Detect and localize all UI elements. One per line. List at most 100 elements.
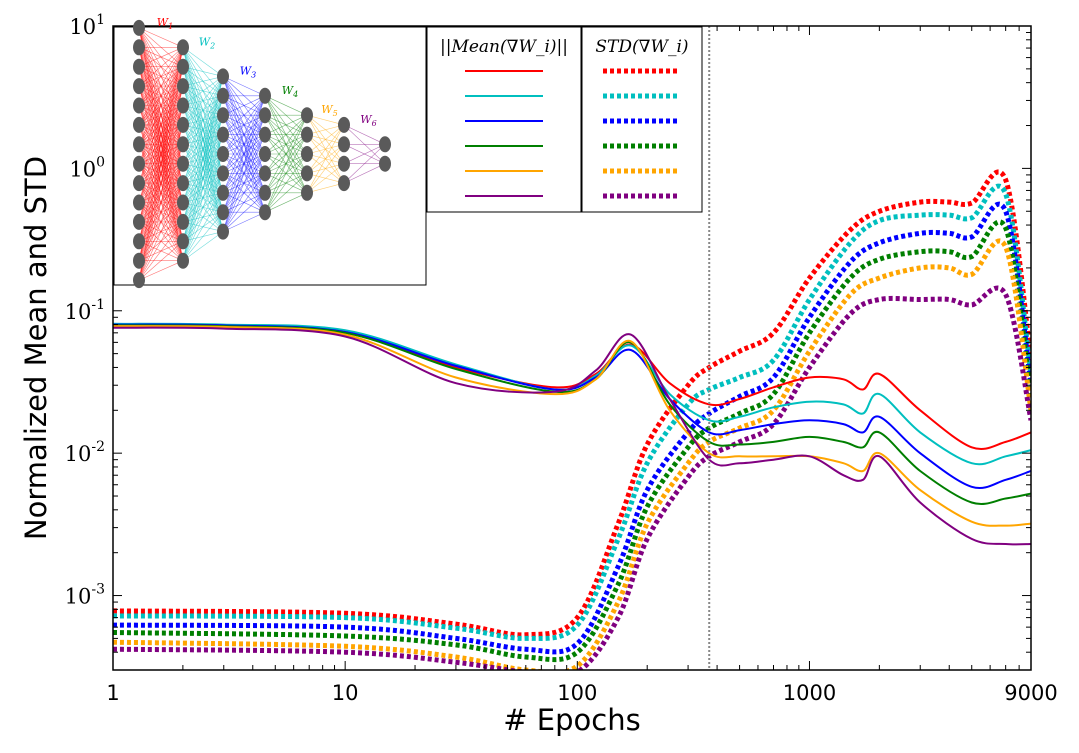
inset-edge	[138, 47, 184, 184]
inset-edge	[138, 105, 184, 281]
inset-edge	[182, 76, 224, 145]
inset-edge	[306, 163, 345, 194]
std-line-W2	[113, 183, 1031, 641]
std-line-W4	[113, 219, 1031, 663]
y-tick-label: 101	[69, 12, 105, 39]
inset-neuron	[301, 165, 313, 182]
inset-edge	[222, 95, 266, 193]
inset-edge	[222, 173, 266, 232]
inset-neuron	[133, 78, 145, 95]
inset-edge	[264, 115, 308, 193]
inset-neuron	[177, 58, 189, 75]
inset-neuron	[133, 175, 145, 192]
inset-neuron	[259, 87, 271, 104]
inset-neuron	[259, 204, 271, 221]
inset-edge	[138, 144, 184, 281]
inset-edge	[138, 221, 184, 281]
inset-neuron	[301, 126, 313, 143]
inset-edge	[306, 114, 345, 126]
inset-edge	[138, 202, 184, 281]
inset-edge	[222, 211, 266, 232]
mean-line-W5	[113, 325, 1031, 527]
inset-edge	[138, 47, 184, 106]
inset-edge	[343, 144, 386, 164]
inset-edge	[222, 95, 266, 135]
inset-edge	[138, 47, 184, 203]
inset-edge	[306, 124, 345, 155]
inset-edge	[306, 182, 345, 194]
inset-weight-label: W5	[321, 103, 337, 118]
legend: ||Mean(∇W_i)|| STD(∇W_i)	[426, 26, 703, 213]
inset-neuron	[301, 107, 313, 124]
inset-edge	[264, 115, 308, 213]
inset-edge	[138, 47, 184, 261]
inset-neuron	[133, 252, 145, 269]
inset-neuron	[301, 146, 313, 162]
inset-edge	[182, 76, 224, 87]
inset-neuron	[338, 136, 350, 153]
inset-edge	[182, 76, 224, 184]
inset-edge	[182, 76, 224, 106]
inset-edge	[264, 134, 308, 213]
inset-edge	[138, 47, 184, 67]
inset-neuron	[259, 107, 271, 124]
inset-neuron	[133, 272, 145, 289]
std-line-W1	[113, 169, 1031, 638]
inset-edge	[138, 47, 184, 126]
legend-mean-box	[426, 26, 582, 213]
mean-line-W4	[113, 324, 1031, 506]
inset-neuron	[217, 87, 229, 104]
inset-edge	[222, 95, 266, 155]
inset-neuron	[177, 155, 189, 172]
inset-neuron	[217, 146, 229, 162]
inset-neuron	[259, 184, 271, 201]
inset-edge	[138, 124, 184, 281]
inset-neuron	[217, 204, 229, 221]
inset-neuron	[301, 184, 313, 201]
mean-line-W6	[113, 326, 1031, 546]
inset-weight-label: W6	[360, 113, 376, 128]
inset-edge	[306, 124, 345, 174]
inset-neuron	[338, 116, 350, 133]
inset-edge	[182, 47, 224, 77]
network-inset: W1 W2 W3 W4 W5 W6	[113, 16, 427, 289]
inset-edge	[138, 241, 184, 281]
inset-edge	[182, 173, 224, 261]
legend-mean-header: ||Mean(∇W_i)||	[440, 37, 568, 57]
inset-neuron	[177, 116, 189, 133]
inset-edge	[182, 231, 224, 261]
inset-edge	[264, 115, 308, 174]
inset-edge	[138, 86, 184, 281]
inset-neuron	[133, 97, 145, 114]
inset-edge	[264, 153, 308, 213]
std-line-W3	[113, 201, 1031, 655]
inset-neuron	[133, 136, 145, 153]
inset-edge	[182, 76, 224, 261]
inset-neuron	[217, 223, 229, 240]
inset-edge	[343, 124, 386, 145]
y-tick-label: 10-2	[65, 439, 105, 466]
plot-area-frame	[112, 25, 1032, 671]
inset-edge	[264, 114, 308, 155]
inset-neuron	[259, 126, 271, 143]
inset-neuron	[177, 136, 189, 153]
inset-neuron	[338, 155, 350, 172]
inset-edge	[182, 95, 224, 261]
inset-weight-label: W4	[282, 84, 298, 99]
inset-weight-label: W2	[199, 35, 215, 50]
inset-edge	[182, 76, 224, 126]
inset-edge	[138, 47, 184, 164]
mean-line-W2	[113, 322, 1031, 466]
inset-neuron	[177, 213, 189, 230]
inset-edge	[264, 173, 308, 213]
inset-edge	[306, 124, 345, 135]
inset-edge	[222, 95, 266, 213]
inset-edge	[343, 144, 386, 184]
inset-neuron	[177, 175, 189, 192]
inset-edge	[343, 163, 386, 184]
inset-neuron	[217, 68, 229, 85]
y-axis-title: Normalized Mean and STD	[19, 156, 53, 540]
inset-edge	[222, 95, 266, 116]
x-axis-title: # Epochs	[503, 703, 640, 737]
